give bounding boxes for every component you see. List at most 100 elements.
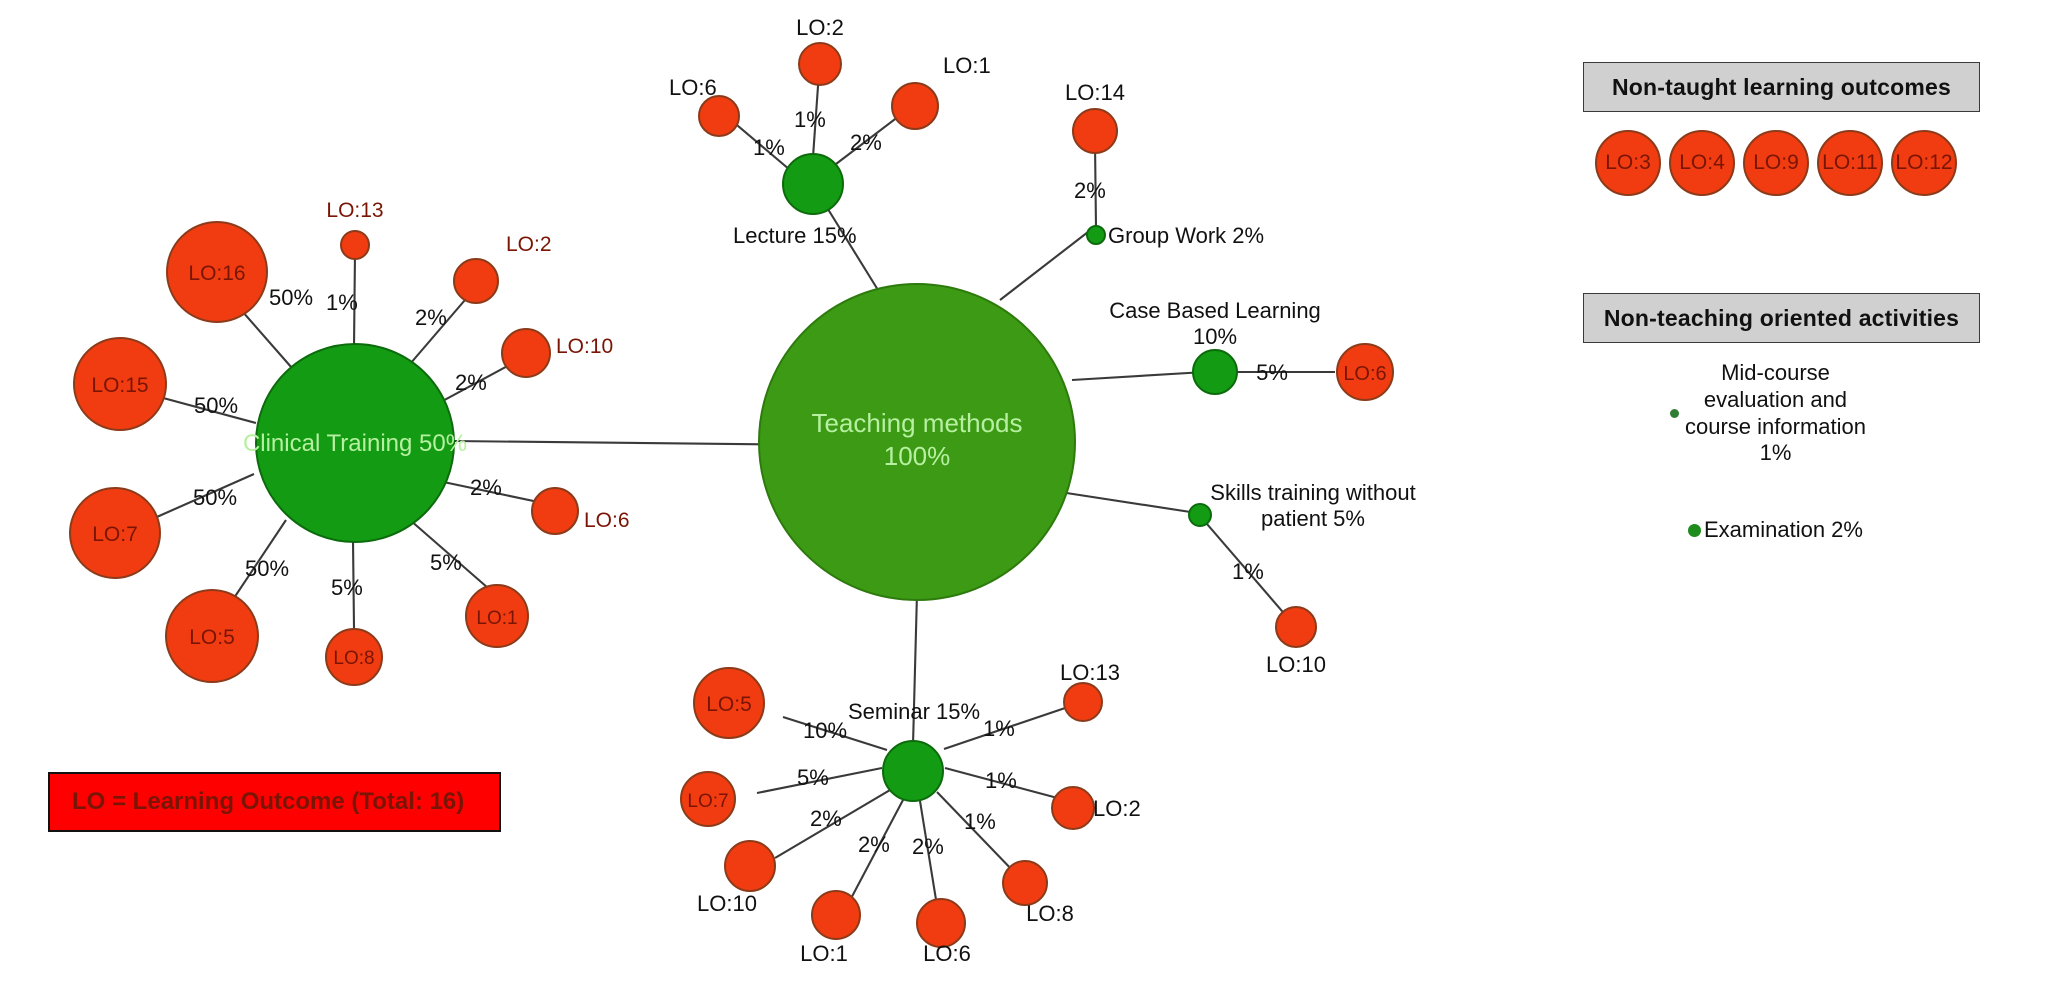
lo-circle-sem-lo8[interactable]: [1002, 860, 1048, 906]
edge-weight-ct-lo2: 2%: [415, 305, 447, 330]
lo-circle-sem-lo10[interactable]: [724, 840, 776, 892]
method-label-seminar: Seminar 15%: [848, 699, 980, 724]
chip-label: LO:12: [1895, 151, 1953, 174]
non-taught-chip-lo3[interactable]: LO:3: [1595, 130, 1661, 196]
edge-root-groupwork: [999, 231, 1089, 301]
lo-label-lo16: LO:16: [188, 262, 245, 285]
lo-circle-sem-lo6[interactable]: [916, 898, 966, 948]
edge-ct-lo8: [351, 539, 356, 629]
edge-weight-ct-lo8: 5%: [331, 575, 363, 600]
lo-circle-lo2[interactable]: [453, 258, 499, 304]
edge-gw-lo14: [1093, 142, 1098, 229]
method-label-skills-training-line2: patient 5%: [1261, 506, 1365, 531]
lo-circle-lec-lo6[interactable]: [698, 95, 740, 137]
non-teaching-header: Non-teaching oriented activities: [1583, 293, 1980, 343]
edge-lec-lo6: [730, 119, 791, 171]
edge-weight-sem-lo1: 2%: [858, 832, 890, 857]
lo-label-lo13: LO:13: [326, 199, 383, 222]
method-percent-case-based-learning: 10%: [1193, 324, 1237, 349]
clinical-training-edge-labels: 50% 50% 50% 50% 5% 5% 2% 2% 2% 1%: [193, 285, 502, 600]
edge-weight-ct-lo15: 50%: [194, 393, 238, 418]
method-circle-group-work[interactable]: [1086, 225, 1106, 245]
lo-label-skills-lo10: LO:10: [1266, 652, 1326, 677]
lo-label-lo5: LO:5: [189, 626, 235, 649]
edge-weight-sem-lo8: 1%: [964, 809, 996, 834]
lo-circle-cbl-lo6[interactable]: [1336, 343, 1394, 401]
lo-circle-lo7[interactable]: [69, 487, 161, 579]
lo-circle-lo10[interactable]: [501, 328, 551, 378]
lo-circle-sem-lo5[interactable]: [693, 667, 765, 739]
lo-circle-lo8[interactable]: [325, 628, 383, 686]
activity-mid-course-evaluation[interactable]: Mid-course evaluation and course informa…: [1670, 360, 1940, 467]
method-label-skills-training-line1: Skills training without: [1210, 480, 1415, 505]
non-taught-chip-lo9[interactable]: LO:9: [1743, 130, 1809, 196]
lo-label-lo15: LO:15: [91, 374, 148, 397]
activity-examination[interactable]: Examination 2%: [1688, 517, 1863, 544]
edge-skills-lo10: [1206, 523, 1289, 619]
lo-circle-gw-lo14[interactable]: [1072, 108, 1118, 154]
chip-label: LO:9: [1753, 151, 1799, 174]
lo-circle-skills-lo10[interactable]: [1275, 606, 1317, 648]
edge-lec-lo2: [811, 71, 821, 158]
edge-sem-lo8: [936, 791, 1018, 876]
edge-ct-lo5: [227, 519, 287, 608]
lo-circle-lo13[interactable]: [340, 230, 370, 260]
non-taught-chip-lo11[interactable]: LO:11: [1817, 130, 1883, 196]
activity-label-block: Mid-course evaluation and course informa…: [1685, 360, 1866, 467]
edge-weight-skills-lo10: 1%: [1232, 559, 1264, 584]
root-circle-teaching-methods[interactable]: [758, 283, 1076, 601]
edge-weight-ct-lo6: 2%: [470, 475, 502, 500]
root-value: 100%: [884, 441, 951, 471]
lo-label-sem-lo2: LO:2: [1093, 796, 1141, 821]
activity-label-examination: Examination 2%: [1704, 517, 1863, 542]
lo-circle-sem-lo13[interactable]: [1063, 682, 1103, 722]
lo-label-lec-lo6: LO:6: [669, 75, 717, 100]
lo-circle-lec-lo2[interactable]: [798, 42, 842, 86]
chip-label: LO:11: [1822, 151, 1878, 174]
edge-weight-sem-lo7: 5%: [797, 765, 829, 790]
lo-circle-lo1[interactable]: [465, 584, 529, 648]
non-taught-chip-lo4[interactable]: LO:4: [1669, 130, 1735, 196]
lo-key-text: LO = Learning Outcome (Total: 16): [72, 788, 465, 815]
lo-circle-sem-lo2[interactable]: [1051, 786, 1095, 830]
edge-weight-lec-lo2: 1%: [794, 107, 826, 132]
seminar-edges: [756, 704, 1075, 913]
edge-sem-lo1: [846, 799, 904, 907]
lo-label-lo1: LO:1: [476, 608, 517, 629]
method-circle-lecture[interactable]: [782, 153, 844, 215]
edge-sem-lo6: [918, 800, 940, 913]
edge-weight-sem-lo2: 1%: [985, 768, 1017, 793]
method-circle-case-based-learning[interactable]: [1192, 349, 1238, 395]
edge-weight-ct-lo16: 50%: [269, 285, 313, 310]
edge-weight-sem-lo6: 2%: [912, 834, 944, 859]
lo-key-box: LO = Learning Outcome (Total: 16): [48, 772, 501, 832]
activity-line-4: 1%: [1759, 440, 1792, 466]
lo-label-sem-lo6: LO:6: [923, 941, 971, 966]
lo-label-gw-lo14: LO:14: [1065, 80, 1125, 105]
method-circle-clinical-training[interactable]: [255, 343, 455, 543]
activity-line-3: course information: [1685, 413, 1866, 439]
seminar-edge-labels: 10% 5% 2% 2% 2% 1% 1% 1%: [797, 716, 1017, 859]
lo-label-sem-lo10: LO:10: [697, 891, 757, 916]
edge-root-skills: [1059, 490, 1198, 515]
edge-weight-sem-lo13: 1%: [983, 716, 1015, 741]
lo-circle-sem-lo7[interactable]: [680, 771, 736, 827]
method-circle-skills-training[interactable]: [1188, 503, 1212, 527]
non-taught-chip-lo12[interactable]: LO:12: [1891, 130, 1957, 196]
lo-label-sem-lo13: LO:13: [1060, 660, 1120, 685]
edge-ct-lo1: [409, 519, 489, 589]
lo-label-lo10: LO:10: [556, 335, 613, 358]
lo-circle-lo6[interactable]: [531, 487, 579, 535]
edge-ct-lo15: [151, 393, 257, 425]
lo-circle-lo16[interactable]: [166, 221, 268, 323]
edge-ct-lo7: [149, 473, 255, 521]
lo-circle-sem-lo1[interactable]: [811, 890, 861, 940]
lo-circle-lo15[interactable]: [73, 337, 167, 431]
edge-sem-lo13: [943, 704, 1075, 750]
method-circle-seminar[interactable]: [882, 740, 944, 802]
lo-label-lo2: LO:2: [506, 233, 552, 256]
lo-circle-lo5[interactable]: [165, 589, 259, 683]
lo-label-lec-lo1: LO:1: [943, 53, 991, 78]
lo-circle-lec-lo1[interactable]: [891, 82, 939, 130]
